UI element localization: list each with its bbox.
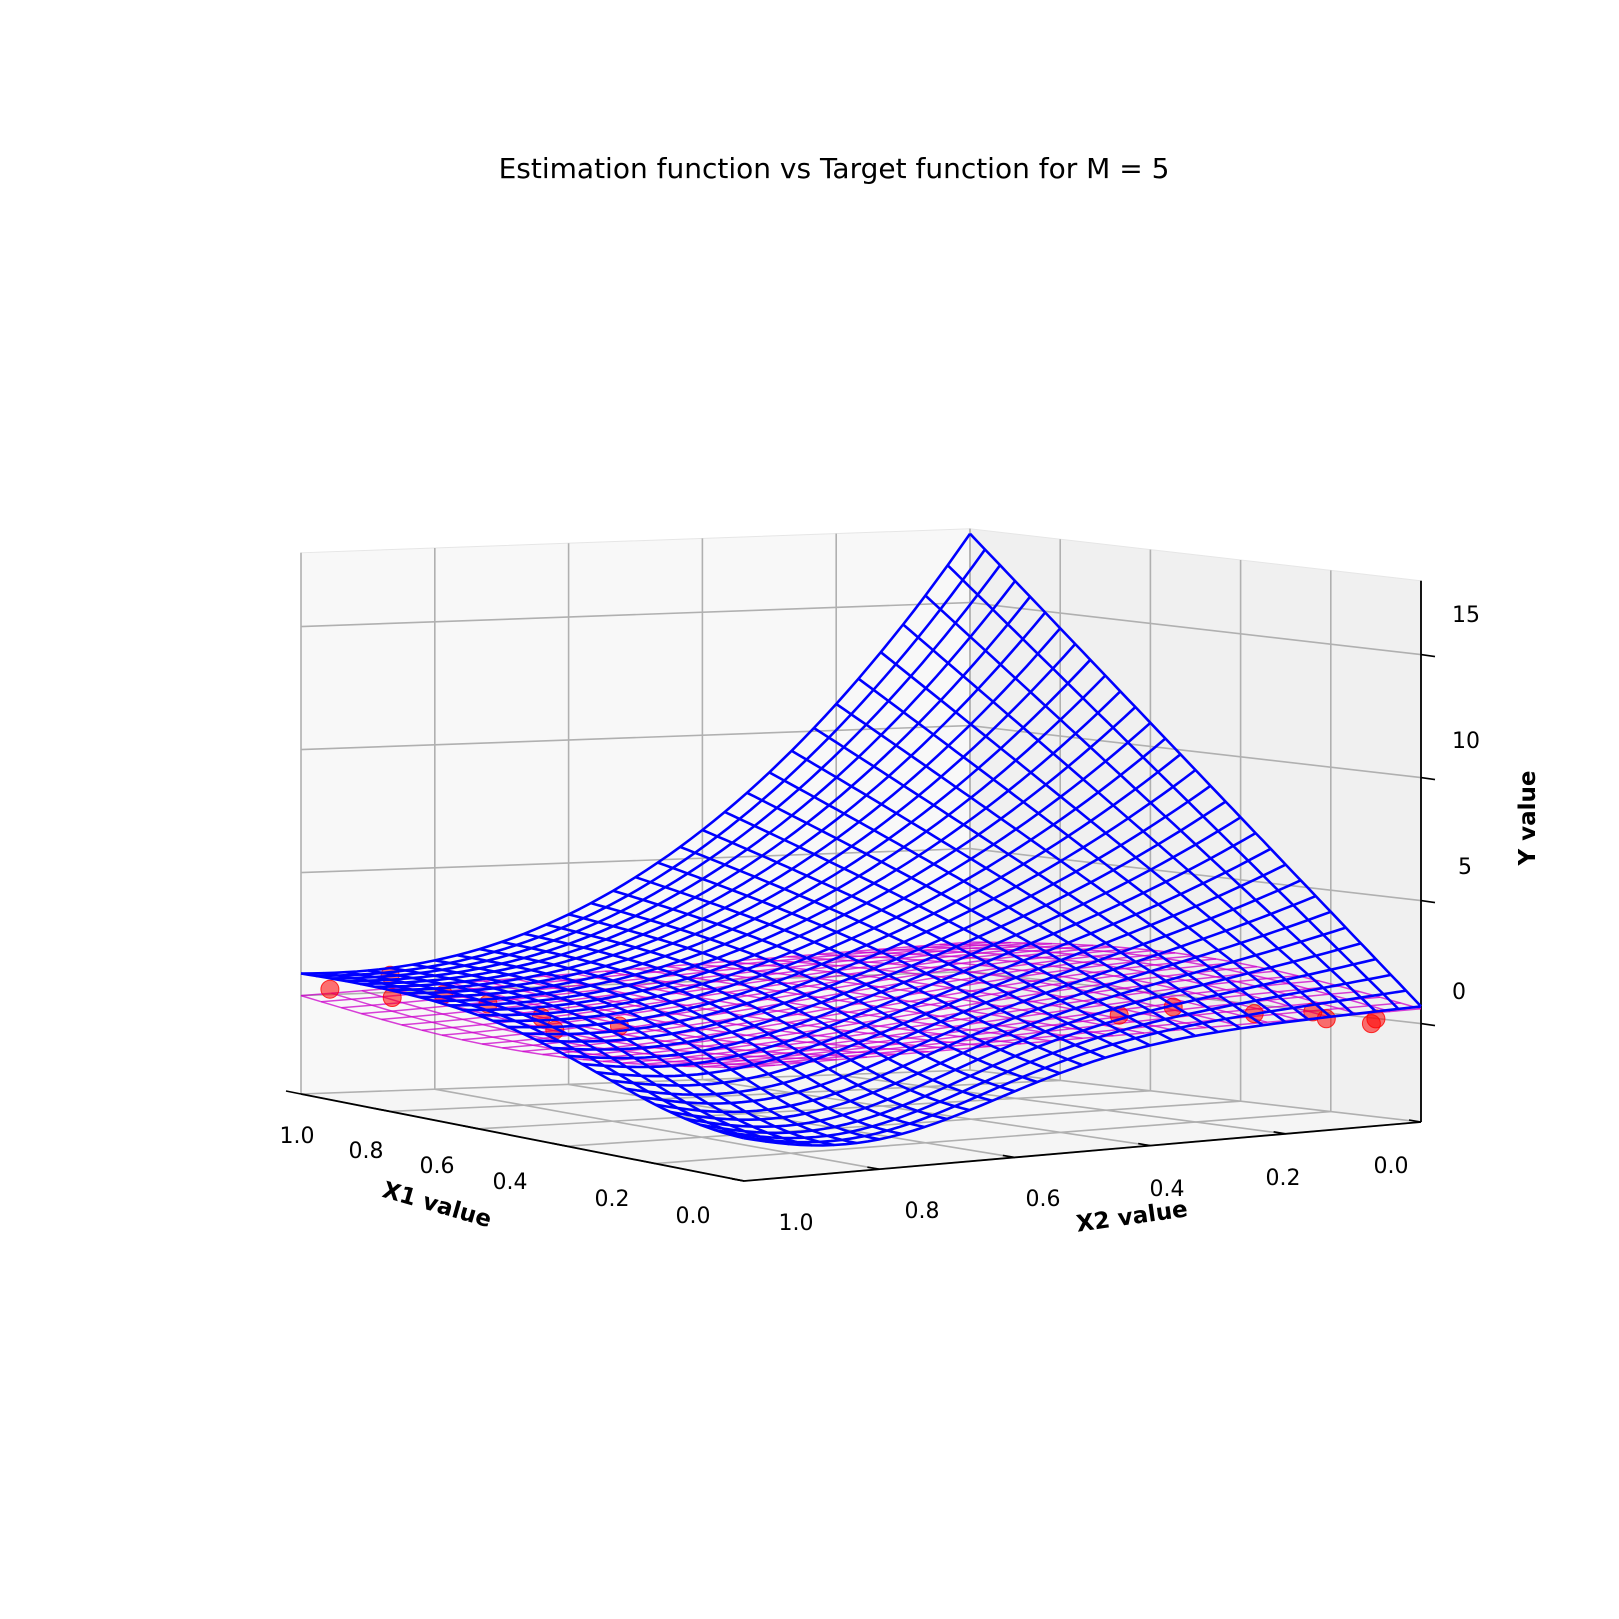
x2-tick <box>1408 1119 1422 1123</box>
wireframe-line <box>315 548 987 978</box>
wall-grid-line <box>300 724 971 751</box>
z-tick <box>1420 776 1436 781</box>
floor-grid-line <box>566 1100 1241 1147</box>
wireframe-line <box>300 532 972 975</box>
floor-grid-line <box>655 1110 1331 1165</box>
target-surface-line <box>361 942 1032 1015</box>
wireframe-line <box>345 580 1017 983</box>
z-tick <box>1420 653 1436 658</box>
x1-tick <box>640 1159 656 1165</box>
scatter-point <box>320 979 340 999</box>
x-tick-label: 1.0 <box>280 1124 315 1149</box>
z-tick <box>1420 1022 1436 1027</box>
x2-tick <box>731 1178 745 1182</box>
wireframe-line <box>345 970 790 1146</box>
z-tick-label: 10 <box>1452 729 1480 754</box>
x2-tick <box>867 1166 880 1170</box>
y-tick-label: 0.6 <box>1026 1187 1061 1212</box>
x2-axis-line <box>743 1121 1422 1182</box>
scatter-point <box>382 988 402 1007</box>
x2-tick <box>1138 1142 1151 1147</box>
y-tick-label: 0.2 <box>1266 1166 1301 1191</box>
wall-grid-line <box>969 847 1422 902</box>
floor-grid-line <box>836 1074 1286 1135</box>
x-tick-label: 0.2 <box>595 1187 630 1212</box>
floor-grid-line <box>434 1088 880 1170</box>
x-tick-label: 0.6 <box>420 1154 455 1179</box>
x2-tick <box>1273 1131 1286 1135</box>
wireframe-line <box>300 972 745 1140</box>
wireframe-line <box>360 595 1032 986</box>
z-axis-label: Y value <box>1515 770 1541 866</box>
y-tick-label: 0.4 <box>1150 1177 1185 1202</box>
x2-tick <box>1002 1154 1015 1159</box>
z-tick-label: 5 <box>1458 855 1472 880</box>
x-tick-labels: 0.0 0.2 0.4 0.6 0.8 1.0 <box>280 1124 711 1229</box>
y-tick-label: 1.0 <box>779 1211 814 1236</box>
x1-tick <box>551 1142 567 1147</box>
z-tick-labels: 0 5 10 15 <box>1452 603 1480 1005</box>
x1-tick <box>285 1090 302 1095</box>
y-tick-label: 0.8 <box>905 1199 940 1224</box>
wireframe-line <box>323 971 767 1143</box>
y-tick-labels: 0.0 0.2 0.4 0.6 0.8 1.0 <box>779 1154 1409 1236</box>
z-tick <box>1420 899 1436 904</box>
axis-ticks <box>285 653 1436 1182</box>
estimation-wireframe <box>300 532 1422 1147</box>
wall-grid-line <box>300 847 971 874</box>
x-tick-label: 0.0 <box>676 1204 711 1229</box>
scatter-point <box>1361 1014 1381 1034</box>
wall-grid-line <box>300 601 971 628</box>
x-tick-label: 0.4 <box>493 1170 528 1195</box>
y-tick-label: 0.0 <box>1374 1154 1409 1179</box>
target-surface-line <box>361 989 806 1064</box>
x-tick-label: 0.8 <box>349 1139 384 1164</box>
target-surface-line <box>502 952 1176 1049</box>
x1-tick <box>463 1125 479 1130</box>
wireframe-line <box>367 969 812 1147</box>
wireframe-line <box>330 564 1002 980</box>
target-surface-line <box>544 975 991 1048</box>
z-tick-label: 15 <box>1452 603 1480 628</box>
wireframe-line <box>412 963 858 1145</box>
floor-grid-line <box>478 1090 1151 1130</box>
z-tick-label: 0 <box>1452 980 1466 1005</box>
chart-title: Estimation function vs Target function f… <box>499 152 1170 185</box>
x1-tick <box>374 1107 390 1113</box>
target-surface-line <box>604 970 1052 1042</box>
wireframe-line <box>389 966 835 1147</box>
